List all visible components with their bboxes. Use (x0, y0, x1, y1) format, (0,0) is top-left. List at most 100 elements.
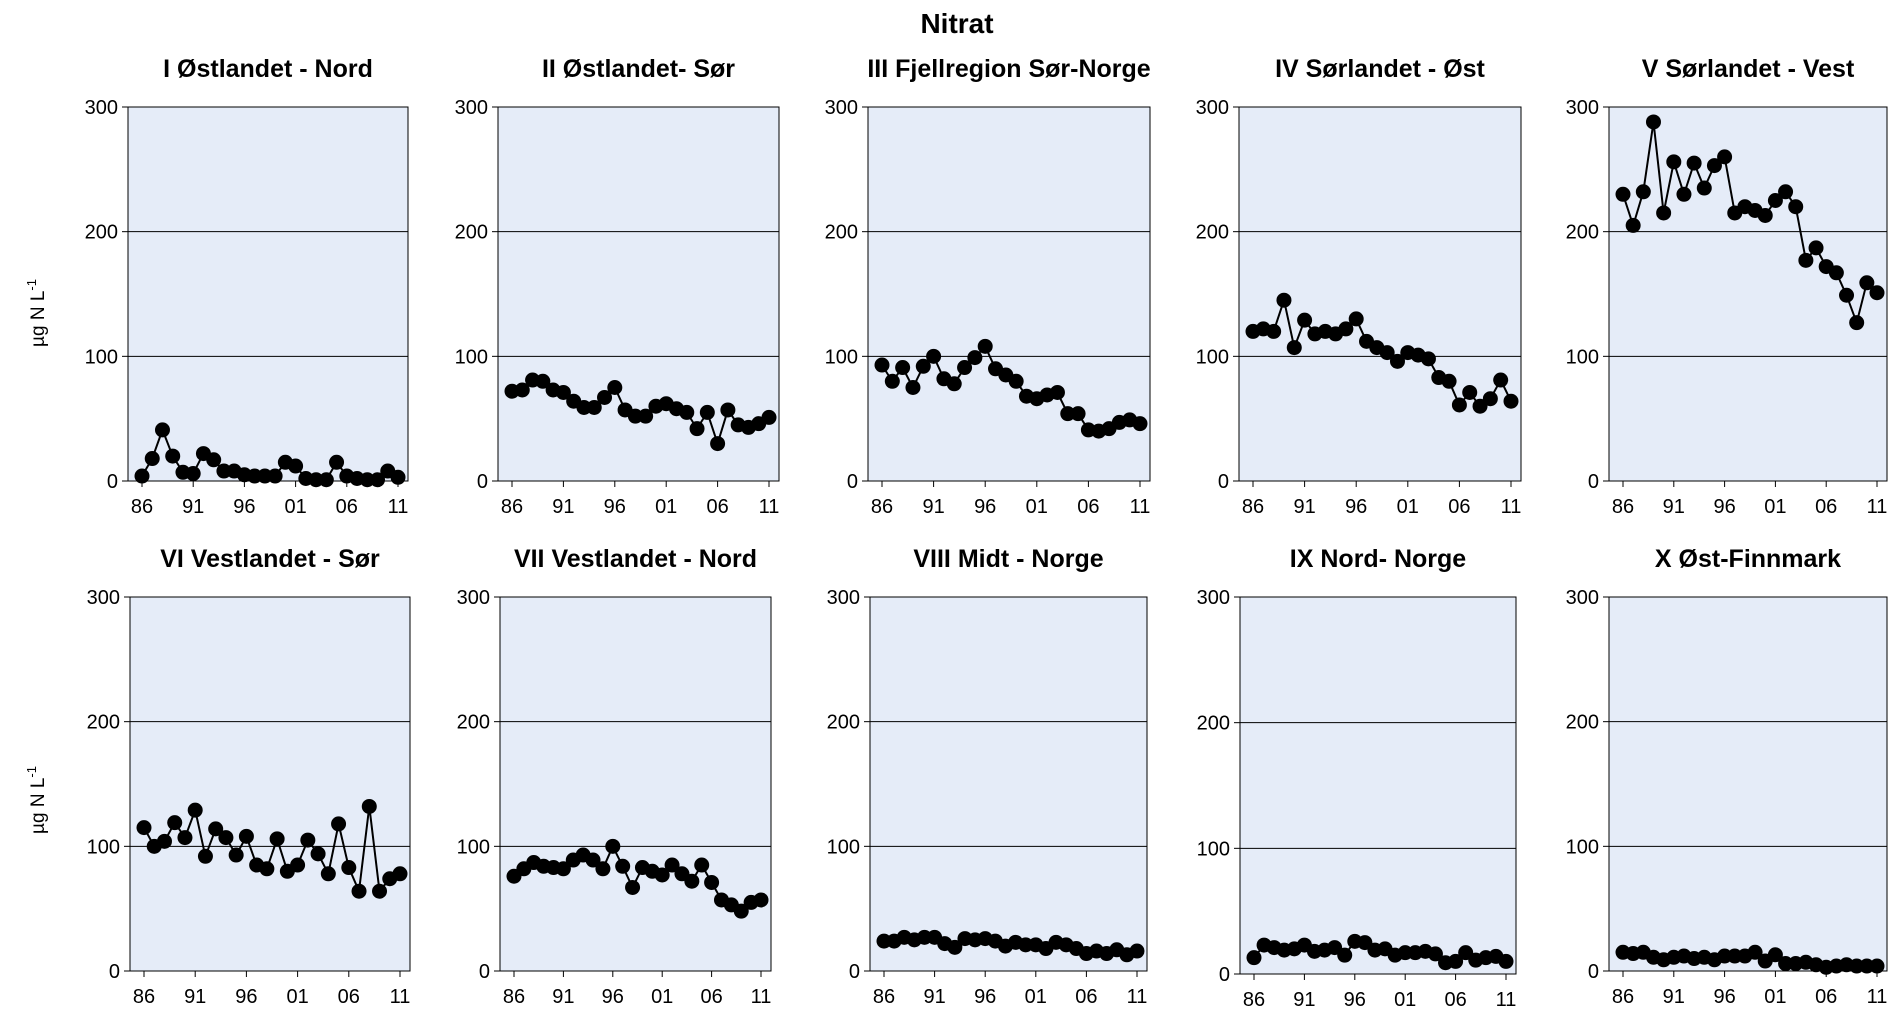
data-point (699, 404, 715, 420)
plot-area (499, 596, 772, 972)
y-tick-label: 300 (1196, 97, 1229, 119)
data-point (370, 472, 386, 488)
y-tick-label: 0 (1219, 964, 1230, 986)
data-point (165, 448, 181, 464)
plot-area (1608, 596, 1888, 972)
data-point (1070, 406, 1086, 422)
data-point (957, 360, 973, 376)
y-tick-label: 200 (827, 712, 860, 734)
data-point (329, 454, 345, 470)
panel-title: VI Vestlandet - Sør (160, 545, 380, 573)
data-point (331, 816, 347, 832)
x-tick-label: 06 (1077, 496, 1099, 518)
x-tick-label: 91 (1293, 496, 1315, 518)
y-tick-label: 0 (109, 961, 120, 983)
x-tick-label: 91 (182, 496, 204, 518)
y-tick-label: 100 (457, 836, 490, 858)
data-point (218, 830, 234, 846)
x-tick-label: 11 (1867, 496, 1888, 518)
x-tick-label: 01 (1764, 986, 1786, 1008)
data-point (318, 472, 334, 488)
data-point (1472, 398, 1488, 414)
data-point (704, 874, 720, 890)
data-point (710, 436, 726, 452)
data-point (228, 847, 244, 863)
data-point (926, 348, 942, 364)
data-point (905, 380, 921, 395)
x-tick-label: 91 (1293, 989, 1315, 1011)
panel-title: X Øst-Finnmark (1655, 545, 1841, 573)
chart-panel: V Sørlandet - Vest 0 100 200 300 86 91 96 01 06 11 (1566, 55, 1888, 518)
x-tick-label: 86 (133, 986, 155, 1008)
data-point (627, 408, 643, 424)
x-tick-label: 11 (390, 986, 411, 1008)
panel-title: V Sørlandet - Vest (1642, 55, 1855, 83)
data-point (967, 350, 983, 366)
data-point (947, 939, 963, 955)
figure-title: Nitrat (920, 8, 993, 39)
x-tick-label: 86 (1612, 986, 1634, 1008)
data-point (1448, 953, 1464, 969)
y-tick-label: 200 (87, 712, 120, 734)
data-point (1498, 953, 1514, 969)
x-tick-label: 86 (1612, 496, 1634, 518)
data-point (1451, 397, 1467, 413)
data-point (1849, 315, 1865, 331)
x-tick-label: 86 (501, 496, 523, 518)
data-point (1839, 287, 1855, 303)
data-point (1441, 373, 1457, 389)
panel-title: VIII Midt - Norge (913, 545, 1103, 573)
data-point (167, 815, 183, 831)
x-tick-label: 96 (1344, 989, 1366, 1011)
x-tick-label: 96 (602, 986, 624, 1008)
panel-title: II Østlandet- Sør (542, 55, 735, 83)
x-tick-label: 96 (974, 496, 996, 518)
x-tick-label: 11 (1127, 986, 1148, 1008)
data-point (585, 852, 601, 868)
data-point (638, 408, 654, 424)
y-tick-label: 300 (85, 97, 118, 119)
data-point (1379, 345, 1395, 361)
y-tick-label: 100 (87, 836, 120, 858)
data-point (310, 846, 326, 862)
x-tick-label: 86 (1243, 989, 1265, 1011)
y-tick-label: 300 (1197, 587, 1230, 609)
data-point (1482, 391, 1498, 407)
x-tick-label: 06 (700, 986, 722, 1008)
data-point (1635, 184, 1651, 200)
data-point (1266, 323, 1282, 339)
y-tick-label: 0 (1588, 471, 1599, 493)
x-tick-label: 91 (923, 986, 945, 1008)
data-point (1625, 217, 1641, 233)
data-point (689, 421, 705, 437)
data-point (684, 873, 700, 889)
data-point (915, 358, 931, 374)
x-tick-label: 91 (922, 496, 944, 518)
y-tick-label: 100 (827, 836, 860, 858)
data-point (320, 866, 336, 882)
data-point (1869, 285, 1885, 301)
data-point (733, 903, 749, 919)
panel-title: IV Sørlandet - Øst (1275, 55, 1485, 83)
data-point (977, 338, 993, 354)
x-tick-label: 86 (871, 496, 893, 518)
plot-area (127, 106, 409, 482)
data-point (156, 833, 172, 849)
data-point (514, 382, 530, 398)
y-tick-label: 100 (1197, 838, 1230, 860)
data-point (1132, 416, 1148, 432)
y-tick-label: 200 (1566, 222, 1599, 244)
y-tick-label: 200 (825, 222, 858, 244)
data-point (1747, 944, 1763, 960)
x-tick-label: 01 (1394, 989, 1416, 1011)
chart-panel: III Fjellregion Sør-Norge 0 100 200 300 86 91 9… (825, 55, 1151, 518)
x-tick-label: 06 (1075, 986, 1097, 1008)
y-tick-label: 200 (457, 712, 490, 734)
data-point (597, 389, 613, 405)
data-point (372, 883, 388, 899)
data-point (1686, 155, 1702, 171)
data-point (1427, 946, 1443, 962)
x-tick-label: 01 (1397, 496, 1419, 518)
data-point (874, 357, 890, 373)
